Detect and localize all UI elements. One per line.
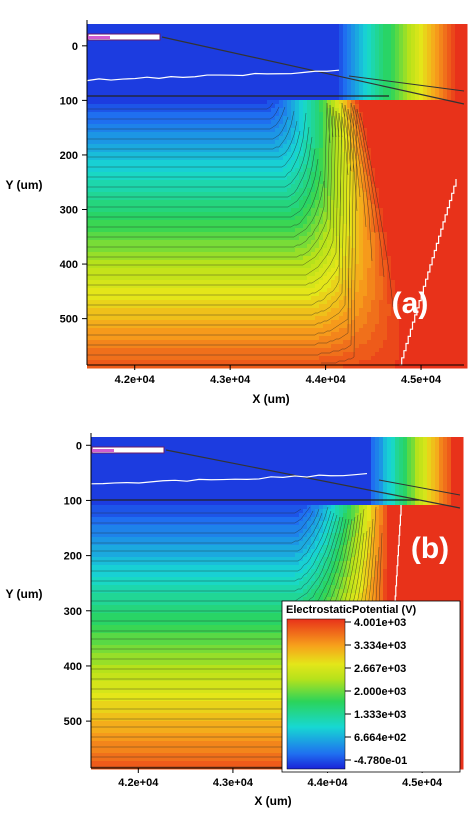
electrode-contact-b xyxy=(92,449,114,452)
y-axis-title-a: Y (um) xyxy=(5,178,42,192)
x-tick-label-b: 4.5e+04 xyxy=(402,777,443,789)
y-tick-label-a: 100 xyxy=(60,95,78,107)
y-tick-label-b: 100 xyxy=(64,495,82,507)
y-tick-label-b: 0 xyxy=(76,440,82,452)
legend-tick-label: 6.664e+02 xyxy=(354,732,406,744)
y-tick-label-a: 300 xyxy=(60,205,78,217)
x-tick-label-b: 4.4e+04 xyxy=(307,777,348,789)
legend-tick-label: -4.780e-01 xyxy=(354,755,407,767)
legend-tick-label: 2.000e+03 xyxy=(354,686,406,698)
x-tick-label-a: 4.3e+04 xyxy=(210,374,251,386)
legend-tick-label: 3.334e+03 xyxy=(354,640,406,652)
legend-tick-label: 4.001e+03 xyxy=(354,617,406,629)
y-tick-label-b: 200 xyxy=(64,551,82,563)
y-tick-label-b: 300 xyxy=(64,606,82,618)
legend-color-bar xyxy=(287,619,345,769)
y-tick-label-a: 200 xyxy=(60,150,78,162)
y-tick-label-a: 0 xyxy=(72,41,78,53)
panel-a: 0 100 200 300 400 500 4.2e+04 4.3e+04 4.4e+04 4.5… xyxy=(5,20,467,406)
electrode-contact-a xyxy=(88,36,110,39)
x-axis-title-a: X (um) xyxy=(252,392,289,406)
x-tick-label-b: 4.3e+04 xyxy=(213,777,254,789)
y-tick-label-b: 400 xyxy=(64,661,82,673)
y-tick-label-a: 500 xyxy=(60,314,78,326)
x-tick-label-b: 4.2e+04 xyxy=(118,777,159,789)
panel-label-a: (a) xyxy=(392,287,429,320)
panel-label-b: (b) xyxy=(411,532,449,565)
x-tick-label-a: 4.5e+04 xyxy=(401,374,442,386)
y-axis-title-b: Y (um) xyxy=(5,587,42,601)
x-tick-label-a: 4.4e+04 xyxy=(306,374,347,386)
x-tick-label-a: 4.2e+04 xyxy=(115,374,156,386)
legend-tick-label: 2.667e+03 xyxy=(354,663,406,675)
x-axis-title-b: X (um) xyxy=(254,794,291,808)
legend-title: ElectrostaticPotential (V) xyxy=(286,604,417,616)
color-legend: ElectrostaticPotential (V) 4.001e+03 3.33… xyxy=(282,601,460,772)
y-tick-label-a: 400 xyxy=(60,259,78,271)
y-tick-label-b: 500 xyxy=(64,716,82,728)
legend-tick-label: 1.333e+03 xyxy=(354,709,406,721)
